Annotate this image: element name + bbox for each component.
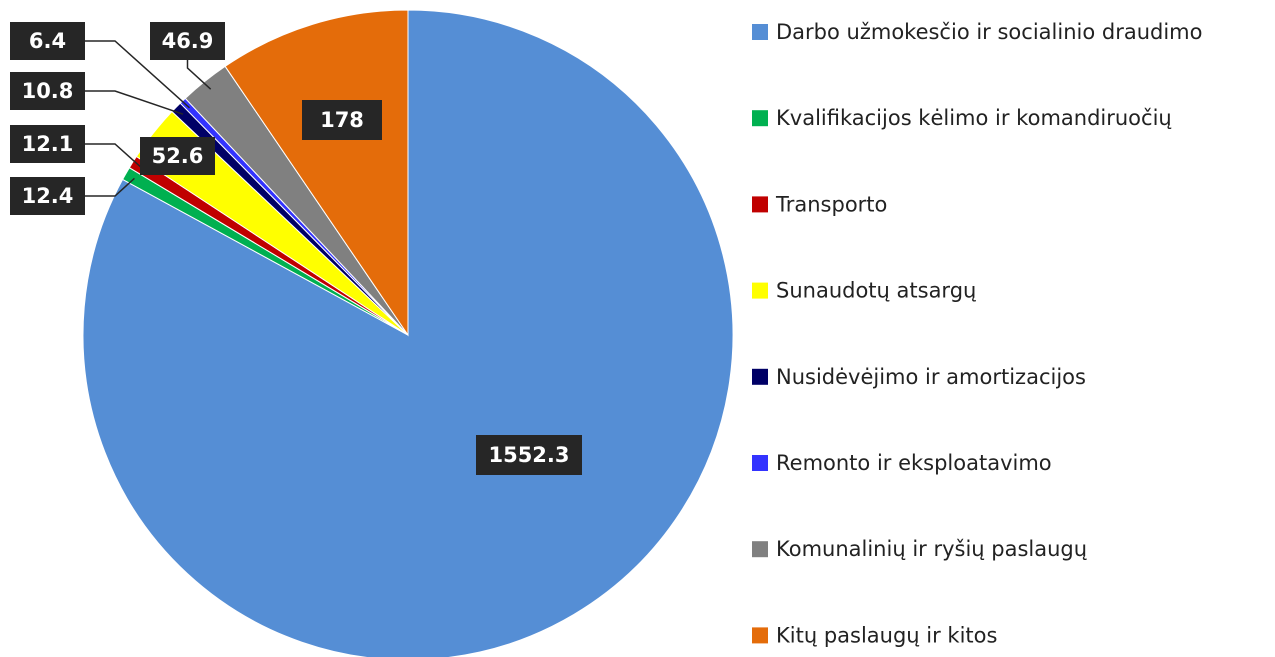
leader-line [186,60,212,90]
legend-label: Darbo užmokesčio ir socialinio draudimo [776,20,1202,44]
legend-swatch [752,455,768,471]
leader-line [85,40,190,109]
leader-line [85,90,184,115]
label-box [476,435,582,475]
legend-swatch [752,282,768,299]
data-label: 178 [320,108,364,132]
legend-swatch [752,627,768,644]
data-label: 12.4 [22,184,74,208]
legend-swatch [752,110,768,127]
leader-line [85,177,135,197]
label-box [10,177,85,215]
label-box [302,100,382,140]
legend-swatch [752,196,768,213]
legend-label: Sunaudotų atsargų [776,279,976,303]
leader-line [85,143,142,168]
legend-label: Nusidėvėjimo ir amortizacijos [776,365,1086,389]
label-box [10,72,85,110]
legend-label: Remonto ir eksploatavimo [776,451,1052,475]
data-label: 52.6 [152,144,204,168]
label-box [10,22,85,60]
data-label: 10.8 [22,79,74,103]
legend-label: Komunalinių ir ryšių paslaugų [776,537,1087,561]
data-label: 46.9 [162,29,214,53]
label-box [10,125,85,163]
label-box [140,137,215,175]
data-label: 12.1 [22,132,74,156]
label-box [150,22,225,60]
legend-label: Kvalifikacijos kėlimo ir komandiruočių [776,106,1172,130]
data-label: 1552.3 [488,443,569,467]
data-label: 6.4 [29,29,66,53]
legend-swatch [752,541,768,558]
legend-swatch [752,368,768,385]
legend-label: Kitų paslaugų ir kitos [776,623,997,647]
legend-label: Transporto [775,192,887,216]
pie-slice [224,9,409,337]
legend-swatch [752,24,768,40]
